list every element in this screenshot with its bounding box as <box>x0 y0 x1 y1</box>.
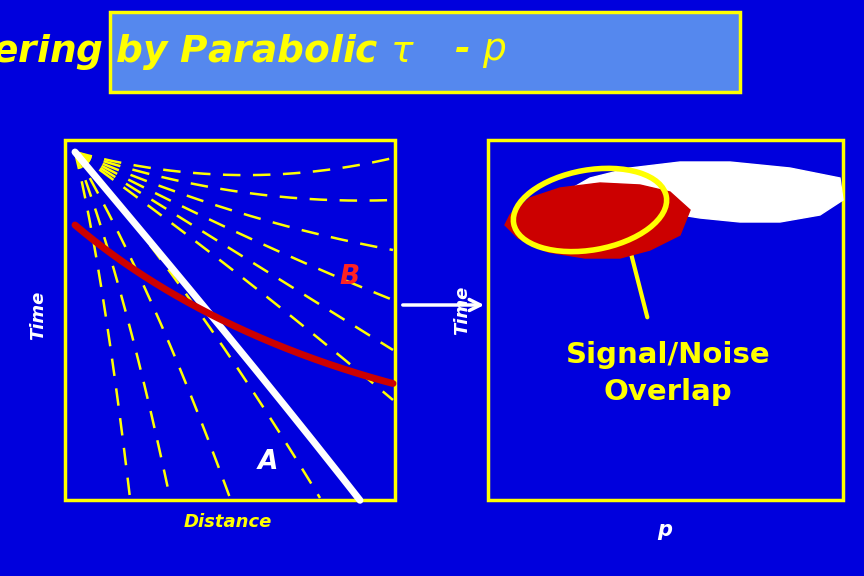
Polygon shape <box>505 183 690 258</box>
Text: B: B <box>340 264 360 290</box>
Text: - $p$: - $p$ <box>454 34 506 70</box>
Text: p: p <box>658 520 672 540</box>
Text: Filtering by Parabolic $\tau$: Filtering by Parabolic $\tau$ <box>0 32 415 72</box>
Text: Distance: Distance <box>184 513 272 531</box>
Text: Overlap: Overlap <box>604 378 733 406</box>
Text: Time: Time <box>453 285 471 335</box>
Bar <box>65 140 395 500</box>
Polygon shape <box>555 162 843 222</box>
Text: A: A <box>257 449 278 475</box>
Bar <box>488 140 843 500</box>
Text: Signal/Noise: Signal/Noise <box>566 341 771 369</box>
Text: Time: Time <box>29 290 47 340</box>
Bar <box>110 12 740 92</box>
